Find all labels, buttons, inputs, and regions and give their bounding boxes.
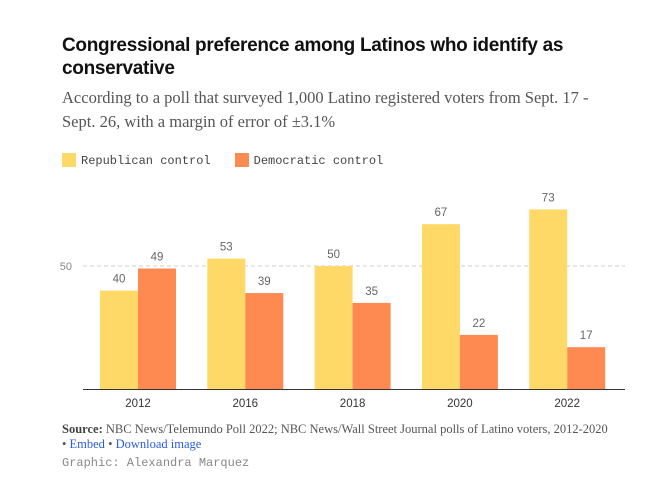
legend-swatch	[234, 153, 249, 167]
bar-republican	[100, 290, 138, 389]
chart-subtitle: According to a poll that surveyed 1,000 …	[62, 88, 589, 131]
data-label: 49	[151, 251, 164, 263]
bar-democratic	[245, 293, 284, 389]
chart-title: Congressional preference among Latinos w…	[62, 35, 564, 79]
download-image-link[interactable]: Download image	[115, 437, 202, 451]
bar-democratic	[138, 268, 176, 389]
legend-label: Democratic control	[253, 154, 384, 168]
x-tick-label: 2016	[233, 398, 259, 410]
x-tick-label: 2022	[554, 398, 580, 410]
header: Congressional preference among Latinos w…	[62, 34, 622, 134]
x-tick-label: 2018	[340, 398, 366, 410]
legend-label: Republican control	[81, 154, 211, 168]
legend-swatch	[62, 153, 76, 167]
source-label: Source:	[62, 422, 103, 436]
bar-democratic	[459, 334, 498, 389]
bar-democratic	[352, 302, 391, 389]
data-label: 39	[258, 276, 271, 288]
data-label: 73	[542, 192, 555, 204]
x-tick-label: 2020	[447, 398, 473, 410]
separator: •	[108, 437, 113, 451]
bar-republican	[314, 266, 353, 389]
source-note: Source: NBC News/Telemundo Poll 2022; NB…	[62, 422, 612, 452]
embed-link[interactable]: Embed	[69, 437, 105, 451]
y-tick-label: 50	[60, 261, 72, 273]
legend-item-democratic: Democratic control	[234, 153, 384, 168]
data-label: 50	[327, 249, 340, 261]
separator: •	[62, 437, 67, 451]
x-tick-label: 2012	[125, 398, 151, 410]
bar-republican	[421, 224, 460, 389]
data-label: 40	[113, 274, 126, 286]
data-label: 35	[365, 286, 378, 298]
data-label: 53	[220, 242, 233, 254]
data-label: 67	[435, 207, 448, 219]
data-label: 22	[473, 318, 486, 330]
bar-democratic	[567, 347, 606, 389]
source-text: NBC News/Telemundo Poll 2022; NBC News/W…	[105, 422, 608, 436]
legend-item-republican: Republican control	[62, 153, 211, 168]
legend: Republican control Democratic control	[62, 153, 383, 168]
graphic-credit: Graphic: Alexandra Marquez	[62, 456, 250, 470]
bar-republican	[207, 258, 246, 389]
data-label: 17	[580, 330, 593, 342]
bar-republican	[529, 209, 568, 389]
